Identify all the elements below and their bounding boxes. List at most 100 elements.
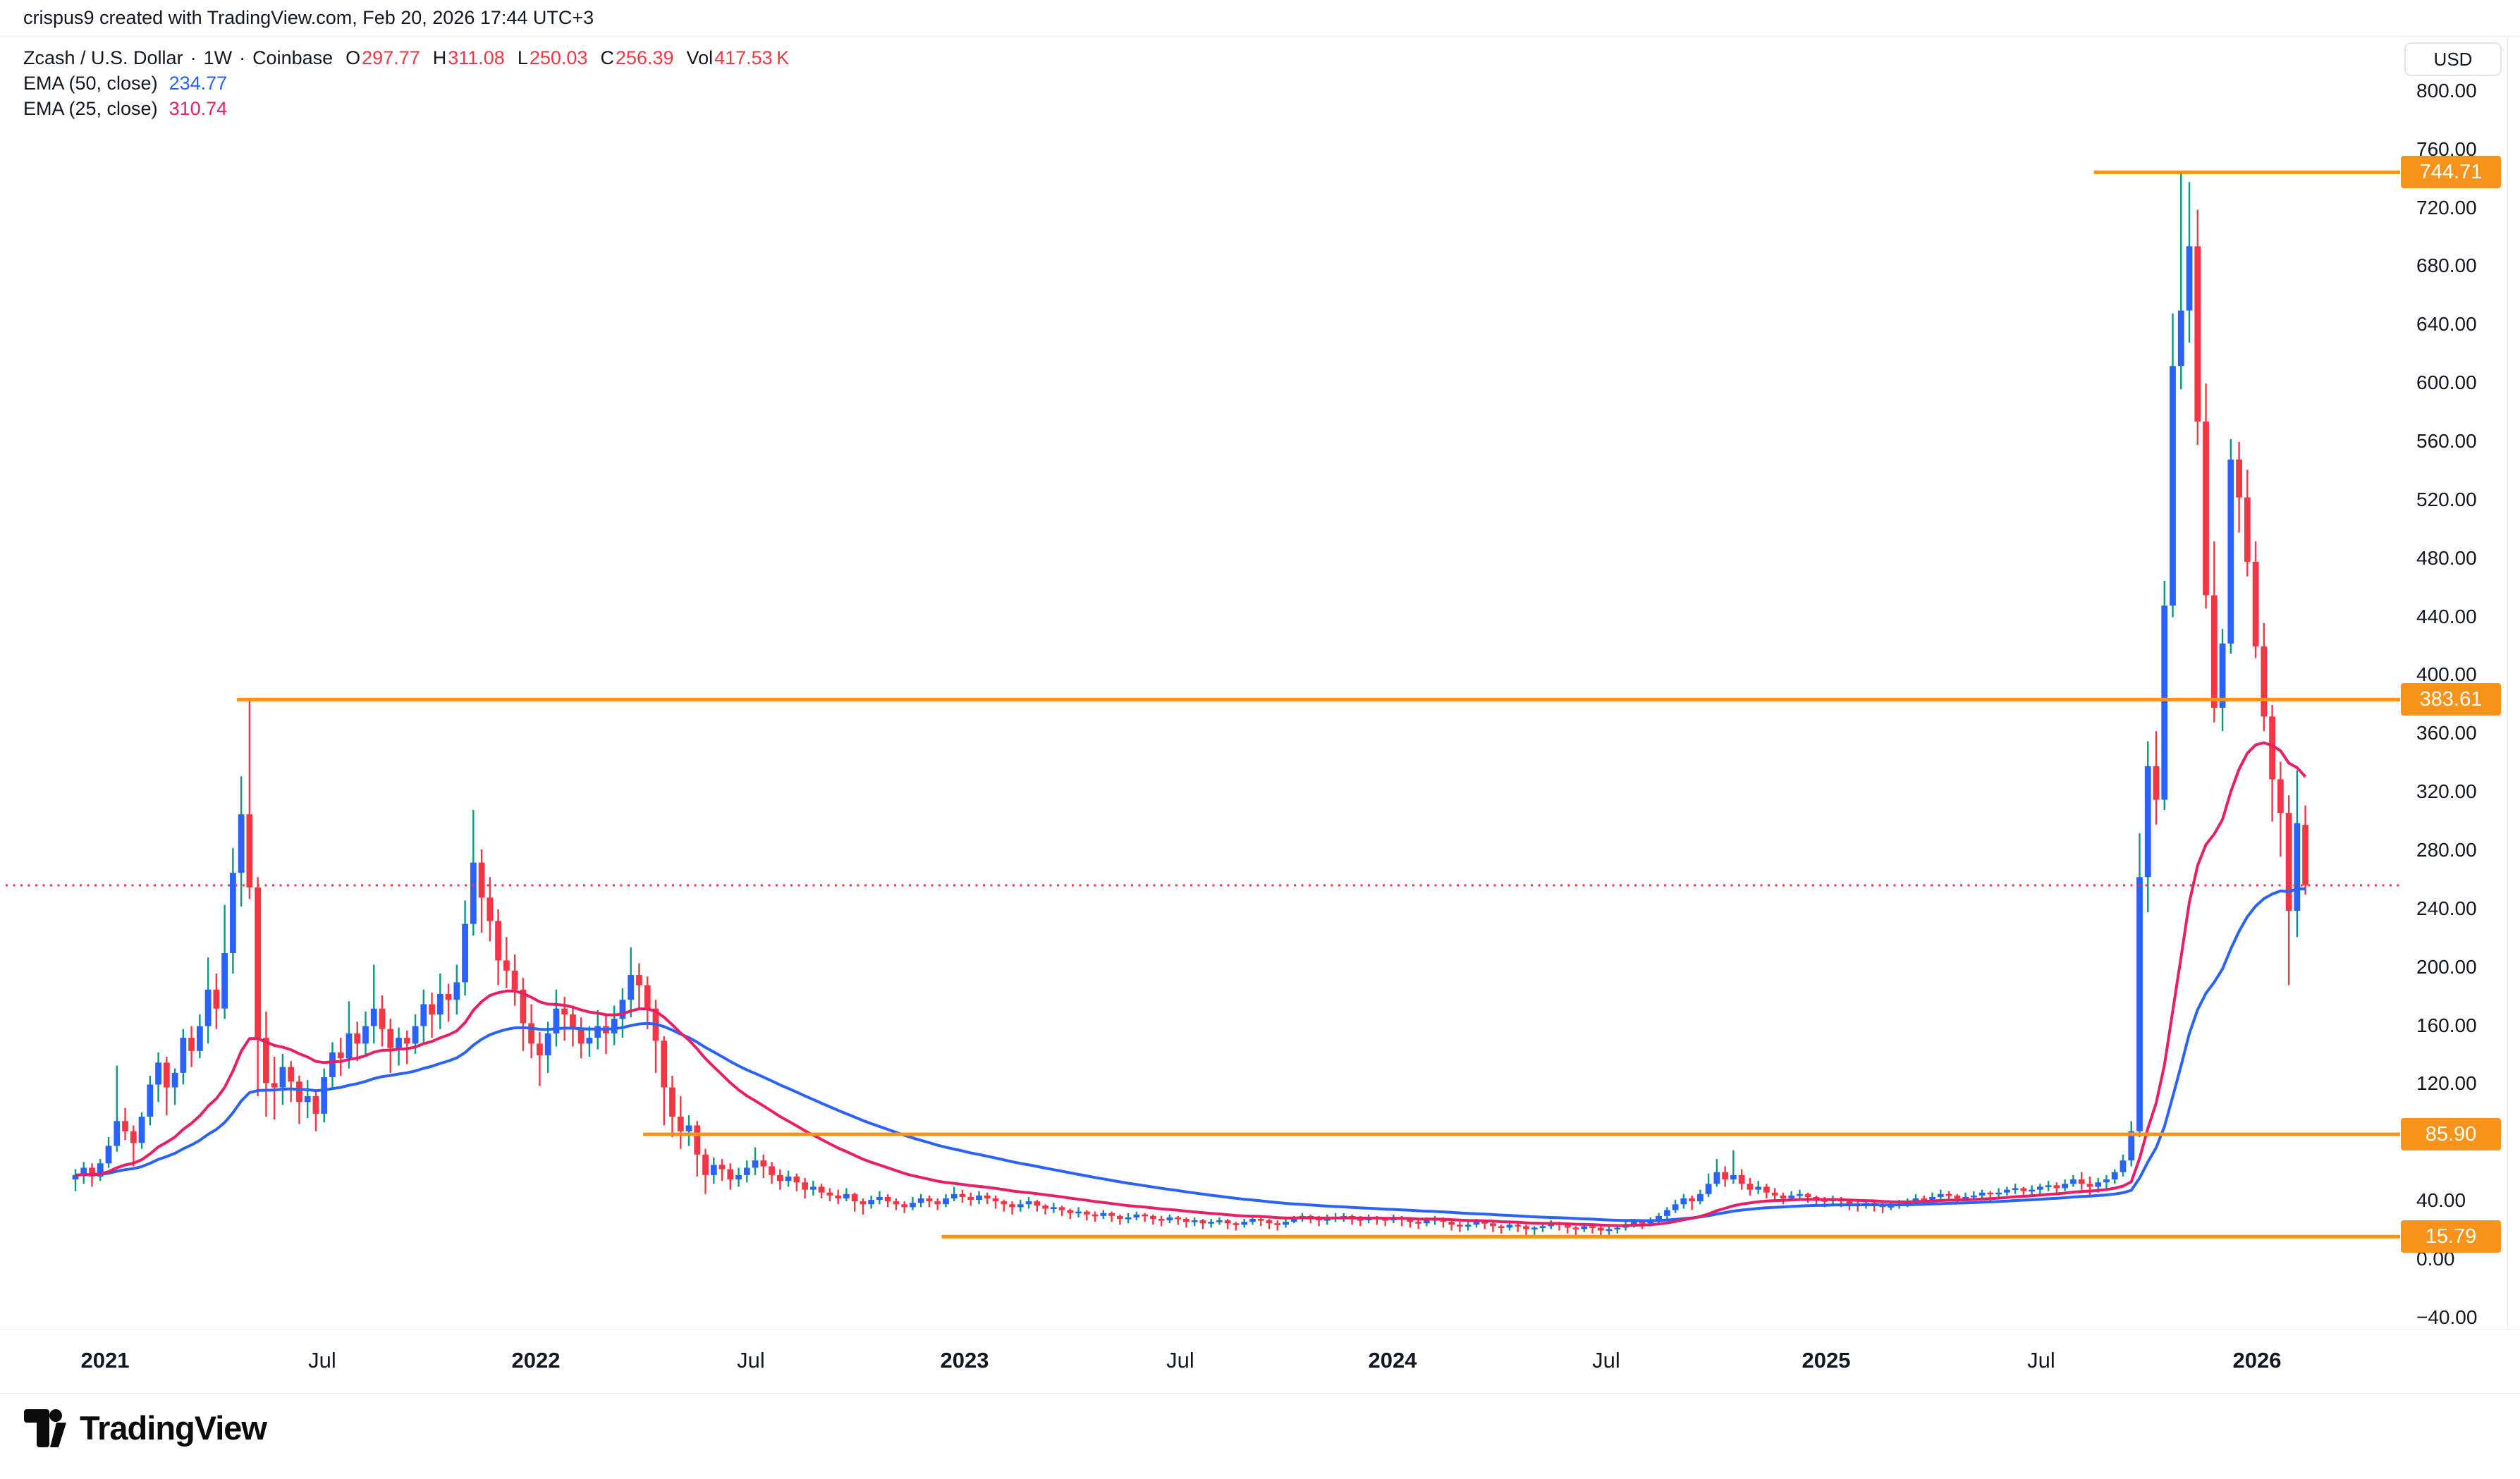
candle-body — [171, 1072, 178, 1088]
ema-25-line[interactable] — [75, 741, 2307, 1227]
candle-body — [1523, 1226, 1529, 1229]
time-axis[interactable]: 2021 Jul 2022 Jul 2023 Jul 2024 Jul 2025 Jul 2026 — [0, 1329, 2520, 1394]
price-tick-label: −40.00 — [2416, 1306, 2478, 1328]
currency-label: USD — [2433, 48, 2473, 70]
candle-body — [1382, 1218, 1389, 1221]
candle-body — [180, 1038, 187, 1073]
candle-body — [2252, 561, 2259, 646]
candle-body — [1067, 1210, 1074, 1213]
time-axis-month-label: Jul — [308, 1348, 336, 1373]
candle-body — [1912, 1198, 1919, 1202]
candle-body — [2269, 716, 2276, 780]
candle-body — [2170, 366, 2176, 606]
candle-body — [1680, 1198, 1687, 1205]
candle-body — [279, 1067, 286, 1088]
candle-body — [2136, 877, 2143, 1131]
candle-body — [2070, 1179, 2076, 1184]
indicator-row[interactable]: EMA (25, close) 310.74 — [23, 96, 789, 121]
candle-body — [412, 1026, 419, 1044]
candle-body — [1929, 1196, 1935, 1201]
time-axis-year-label: 2023 — [940, 1348, 989, 1373]
time-axis-year-label: 2024 — [1368, 1348, 1417, 1373]
candle-body — [138, 1116, 145, 1143]
candle-body — [1241, 1222, 1248, 1225]
candle-body — [520, 989, 527, 1024]
candle-body — [826, 1192, 833, 1196]
candle-body — [743, 1167, 750, 1175]
candle-body — [1423, 1220, 1430, 1224]
price-tick-label: 200.00 — [2416, 955, 2477, 978]
candle-body — [1515, 1225, 1522, 1227]
candle-body — [710, 1165, 717, 1175]
candle-body — [1696, 1193, 1704, 1202]
candle-body — [2128, 1131, 2135, 1161]
candle-body — [1581, 1226, 1588, 1229]
candle-body — [2294, 823, 2301, 911]
candle-body — [570, 1014, 576, 1029]
candle-body — [1457, 1225, 1463, 1227]
candle-body — [727, 1169, 734, 1180]
candle-body — [1075, 1211, 1082, 1214]
candle-body — [1804, 1193, 1811, 1197]
ohlc-letter: O — [345, 47, 361, 68]
ohlc-value: 250.03 — [529, 47, 588, 68]
candle-body — [155, 1062, 161, 1085]
tradingview-logo[interactable]: TradingView — [23, 1409, 267, 1447]
candle-body — [1481, 1222, 1488, 1224]
ema-50-line[interactable] — [75, 887, 2306, 1222]
candle-body — [1597, 1227, 1604, 1231]
candle-body — [544, 1033, 551, 1055]
candle-body — [396, 1038, 402, 1048]
ohlc-letter: L — [517, 47, 528, 68]
currency-toggle-button[interactable]: USD — [2404, 42, 2502, 76]
candle-body — [1175, 1217, 1182, 1220]
candle-body — [204, 989, 212, 1026]
indicator-name: EMA (50, close) — [23, 72, 158, 94]
ohlc-value: 297.77 — [362, 47, 420, 68]
candle-body — [1722, 1172, 1729, 1180]
candle-body — [2111, 1172, 2118, 1180]
candle-body — [1755, 1186, 1762, 1190]
legend-separator: · — [239, 47, 246, 68]
candle-body — [196, 1026, 203, 1051]
symbol-row[interactable]: Zcash / U.S. Dollar · 1W · Coinbase O 297… — [23, 45, 789, 70]
candle-body — [577, 1029, 585, 1044]
candle-body — [1730, 1174, 1737, 1180]
candle-body — [1158, 1218, 1165, 1221]
candle-body — [130, 1131, 137, 1143]
candle-body — [72, 1174, 79, 1180]
candle-body — [2053, 1185, 2060, 1189]
price-level-flag: 15.79 — [2401, 1220, 2501, 1253]
candle-body — [1498, 1226, 1505, 1228]
ohlc-letter: C — [600, 47, 614, 68]
candle-body — [893, 1201, 900, 1205]
candle-body — [2236, 459, 2242, 498]
volume-value: 417.53 K — [714, 47, 790, 68]
candle-body — [1357, 1218, 1364, 1221]
candle-body — [1771, 1192, 1778, 1196]
candle-body — [760, 1160, 767, 1167]
candle-body — [2161, 605, 2168, 800]
price-axis-border — [2507, 37, 2508, 1329]
time-axis-month-label: Jul — [2027, 1348, 2055, 1373]
indicator-row[interactable]: EMA (50, close) 234.77 — [23, 70, 789, 96]
price-tick-label: 40.00 — [2416, 1189, 2466, 1212]
price-tick-label: 680.00 — [2416, 254, 2477, 277]
candle-body — [1572, 1227, 1579, 1230]
candle-body — [362, 1026, 369, 1044]
candle-body — [2003, 1189, 2010, 1193]
candle-body — [2120, 1160, 2127, 1172]
candle-body — [1091, 1214, 1099, 1217]
price-tick-label: 240.00 — [2416, 897, 2477, 919]
candle-body — [429, 1004, 435, 1014]
candle-body — [255, 887, 262, 1038]
candle-body — [644, 985, 651, 1009]
candle-body — [1050, 1207, 1057, 1210]
price-level-flag: 85.90 — [2401, 1118, 2501, 1151]
candle-body — [511, 970, 518, 990]
candle-body — [636, 975, 642, 986]
candle-body — [2261, 646, 2268, 717]
price-axis[interactable]: 800.00 760.00 720.00 680.00 640.00 600.00 560.… — [2400, 37, 2520, 1329]
candle-body — [1058, 1207, 1065, 1210]
